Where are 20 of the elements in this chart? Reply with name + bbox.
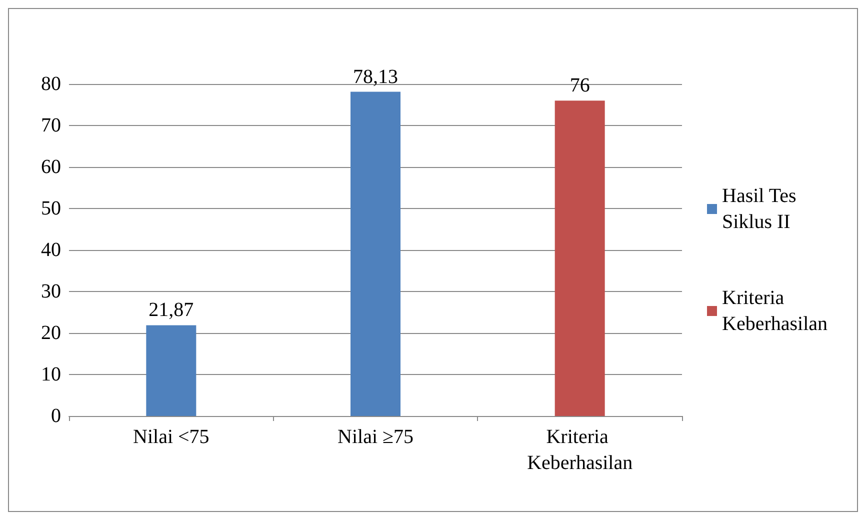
- y-tick-label: 50: [41, 198, 61, 220]
- y-tick-label: 20: [41, 322, 61, 344]
- y-tick-label: 10: [41, 364, 61, 386]
- data-label: 78,13: [353, 66, 398, 88]
- bar: [554, 100, 605, 416]
- x-tick-label: Nilai <75: [133, 426, 210, 448]
- y-tick-label: 70: [41, 114, 61, 136]
- y-tick-label: 40: [41, 239, 61, 261]
- y-tick-label: 80: [41, 73, 61, 95]
- legend-label: Kriteria Keberhasilan: [722, 287, 828, 335]
- data-label: 76: [570, 74, 590, 97]
- y-tick-label: 0: [51, 405, 61, 427]
- bar: [350, 92, 400, 416]
- data-label: 21,87: [148, 299, 194, 322]
- y-tick-label: 30: [41, 280, 61, 302]
- y-tick-label: 60: [41, 156, 61, 178]
- x-tick-label: Kriteria Keberhasilan: [527, 426, 633, 474]
- legend-label: Hasil Tes Siklus II: [722, 185, 802, 233]
- bar: [146, 325, 196, 416]
- x-tick-label: Nilai ≥75: [338, 426, 414, 448]
